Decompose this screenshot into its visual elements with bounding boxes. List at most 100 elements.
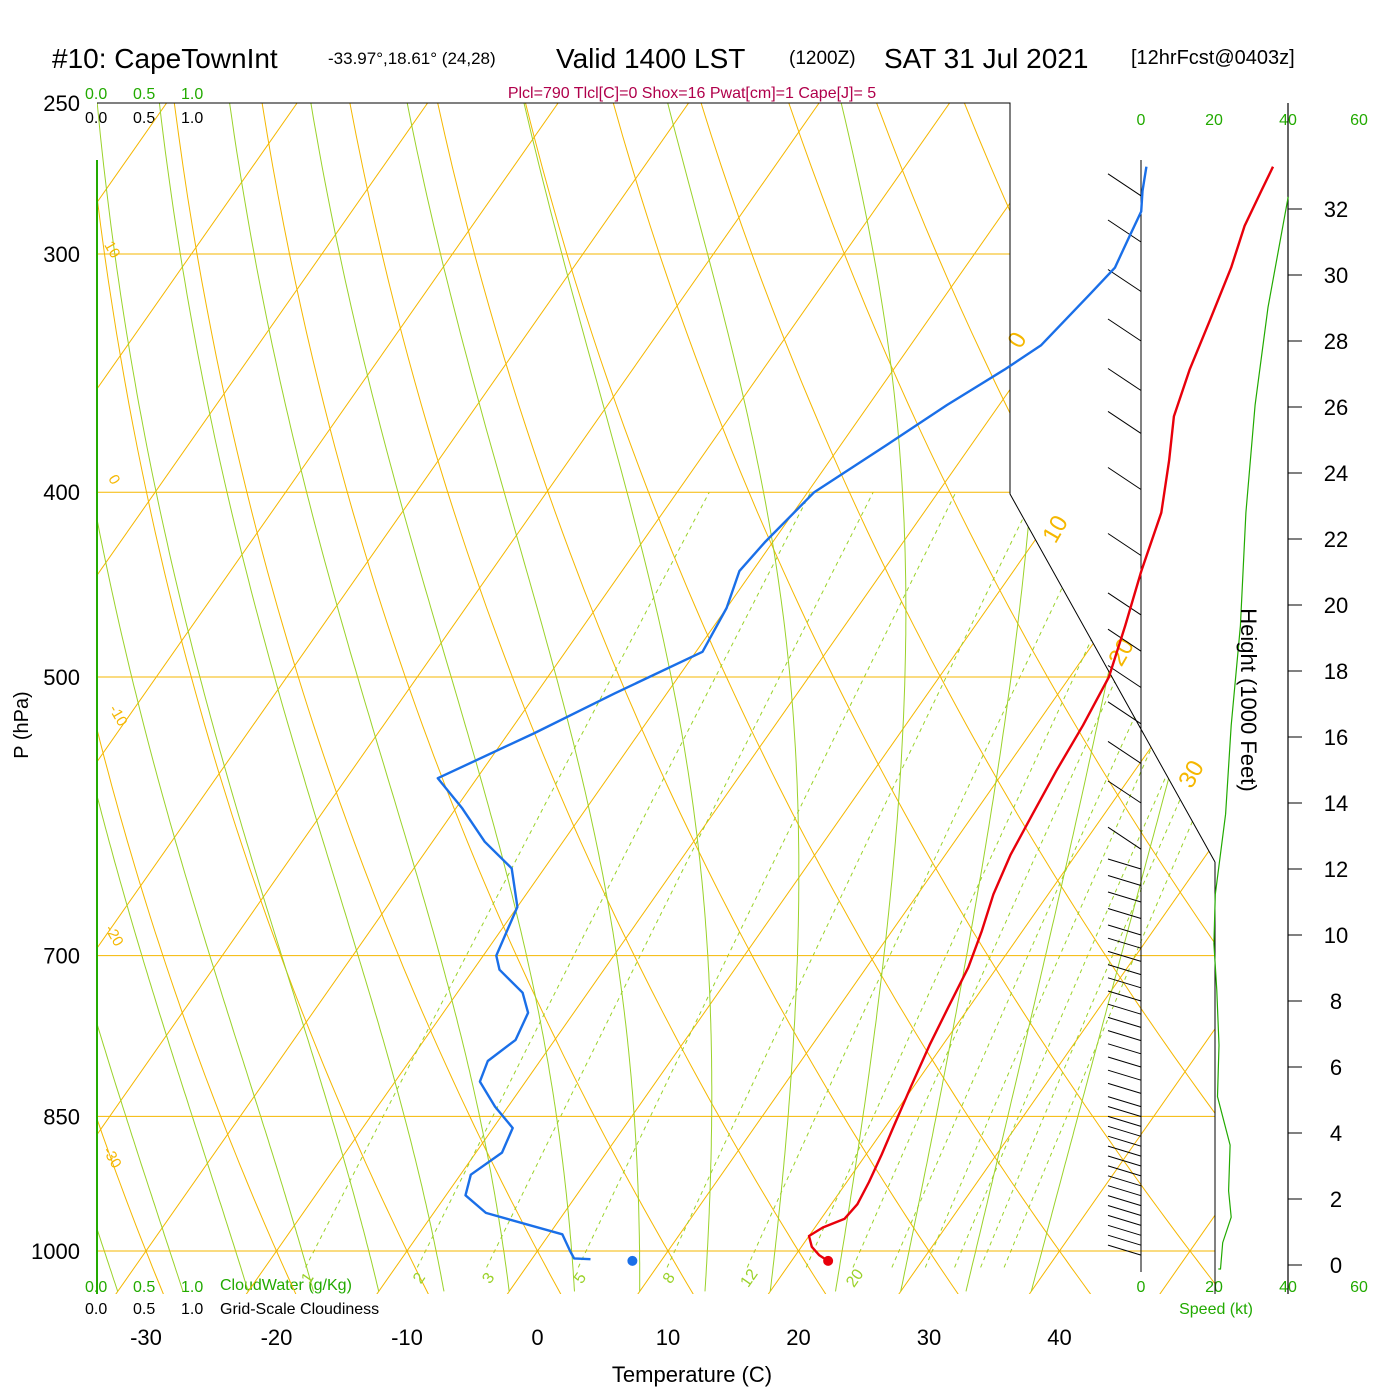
- wind-barb: [1107, 1205, 1142, 1216]
- speed-top-0: 0: [1137, 112, 1146, 129]
- wind-speed-bottom-ticks: 0 20 40 60 Speed (kt): [1137, 1279, 1368, 1318]
- isotherm-label: 0: [1002, 328, 1032, 353]
- isotherm-line: [351, 103, 1215, 1294]
- speed-bottom-0: 0: [1137, 1279, 1146, 1296]
- wind-barb: [1107, 1106, 1142, 1117]
- moist-adiabat: [97, 103, 184, 1292]
- x-tick-label: 0: [531, 1325, 543, 1350]
- height-tick-label: 30: [1324, 263, 1348, 288]
- height-profile: [1213, 196, 1289, 1270]
- height-tick-label: 14: [1324, 791, 1348, 816]
- isotherm-line: [220, 103, 1105, 1294]
- y-tick-label: 500: [43, 665, 80, 690]
- mixing-ratio-label: 20: [843, 1266, 867, 1290]
- dewpoint-surface-point: [627, 1255, 638, 1266]
- wind-barb: [1107, 1214, 1142, 1226]
- plot-frame: [97, 102, 1216, 863]
- wind-barb: [1107, 1145, 1142, 1157]
- isotherm-line: [481, 103, 1215, 1294]
- mixing-ratio-line: [666, 491, 1037, 1268]
- isobar-lines: [97, 253, 1215, 1252]
- wind-barb: [1107, 891, 1142, 903]
- wind-barb: [1107, 701, 1142, 725]
- dry-adiabat: [97, 103, 448, 1294]
- x-tick-label: 30: [917, 1325, 941, 1350]
- temperature-surface-point: [823, 1255, 834, 1266]
- mixing-ratio-line: [954, 491, 1215, 1268]
- wind-barb: [1107, 977, 1142, 989]
- mixing-ratio-line: [486, 491, 874, 1268]
- x-axis-label: Temperature (C): [612, 1362, 772, 1387]
- height-tick-label: 18: [1324, 659, 1348, 684]
- wind-barb: [1107, 1195, 1142, 1207]
- wind-barb: [1107, 1125, 1142, 1137]
- dry-adiabat: [777, 103, 1215, 1294]
- isotherm-label: 10: [100, 238, 123, 261]
- wind-barb: [1107, 1175, 1142, 1187]
- moist-adiabat: [307, 103, 575, 1292]
- cloud-bottom-green-2: 1.0: [181, 1279, 203, 1296]
- y-tick-label: 250: [43, 91, 80, 116]
- moist-adiabat: [226, 103, 510, 1292]
- mixing-ratio-lines: [305, 491, 1215, 1268]
- dry-adiabat: [430, 103, 984, 1294]
- temperature-trace: [807, 166, 1275, 1261]
- wind-speed-profile: [1213, 196, 1289, 1270]
- speed-bottom-20: 20: [1205, 1279, 1223, 1296]
- isotherm-line: [97, 103, 322, 1294]
- y-tick-label: 400: [43, 480, 80, 505]
- mixing-ratio-line: [924, 491, 1215, 1268]
- height-tick-label: 2: [1330, 1187, 1342, 1212]
- isotherm-line: [97, 103, 713, 1294]
- wind-barb: [1107, 1082, 1142, 1094]
- wind-barb: [1107, 173, 1142, 197]
- isotherm-line: [97, 103, 974, 1294]
- x-tick-label: -10: [391, 1325, 423, 1350]
- height-tick-label: 8: [1330, 989, 1342, 1014]
- height-tick-label: 28: [1324, 329, 1348, 354]
- mixing-ratio-line: [416, 491, 812, 1268]
- wind-barb: [1107, 908, 1142, 919]
- wind-barbs: [1107, 173, 1142, 1256]
- wind-barb: [1107, 1185, 1142, 1197]
- moist-adiabat: [157, 103, 445, 1292]
- wind-barb: [1107, 533, 1142, 556]
- mixing-ratio-label: 8: [660, 1270, 679, 1287]
- wind-barb: [1107, 1016, 1142, 1028]
- dry-adiabat: [1037, 103, 1215, 1294]
- y-tick-label: 850: [43, 1104, 80, 1129]
- height-axis-label: Height (1000 Feet): [1236, 608, 1261, 791]
- wind-barb: [1107, 1244, 1142, 1256]
- wind-barb: [1107, 1155, 1142, 1167]
- isotherm-line: [873, 103, 1215, 1294]
- isotherm-label: 30: [1173, 756, 1210, 793]
- y-tick-label: 700: [43, 944, 80, 969]
- y-tick-label: 300: [43, 242, 80, 267]
- stability-indices: Plcl=790 Tlcl[C]=0 Shox=16 Pwat[cm]=1 Ca…: [508, 85, 876, 102]
- speed-top-60: 60: [1350, 112, 1368, 129]
- height-tick-label: 32: [1324, 197, 1348, 222]
- moist-adiabat: [97, 103, 314, 1292]
- cloud-bottom-black-1: 0.5: [133, 1301, 155, 1318]
- dry-adiabat: [690, 103, 1215, 1294]
- moist-adiabat: [97, 103, 249, 1292]
- mixing-ratio-line: [891, 491, 1215, 1268]
- speed-top-20: 20: [1205, 112, 1223, 129]
- wind-barb: [1107, 269, 1142, 292]
- wind-barb: [1107, 1069, 1142, 1081]
- mixing-ratio-line: [1003, 491, 1215, 1268]
- wind-barb: [1107, 858, 1142, 870]
- wind-barb: [1107, 826, 1142, 850]
- wind-barb: [1107, 1043, 1142, 1055]
- y-axis-label: P (hPa): [11, 691, 33, 758]
- adiabat-lines: [97, 103, 1215, 1294]
- height-tick-label: 10: [1324, 923, 1348, 948]
- x-tick-label: 10: [656, 1325, 680, 1350]
- mixing-ratio-label: 3: [479, 1270, 498, 1287]
- mixing-ratio-labels: 1 2 3 5 8 12 20: [298, 1266, 867, 1290]
- wind-barb: [1107, 628, 1142, 652]
- moist-adiabat: [662, 103, 800, 1292]
- isotherm-line: [1003, 103, 1215, 1294]
- wind-barb: [1107, 368, 1142, 391]
